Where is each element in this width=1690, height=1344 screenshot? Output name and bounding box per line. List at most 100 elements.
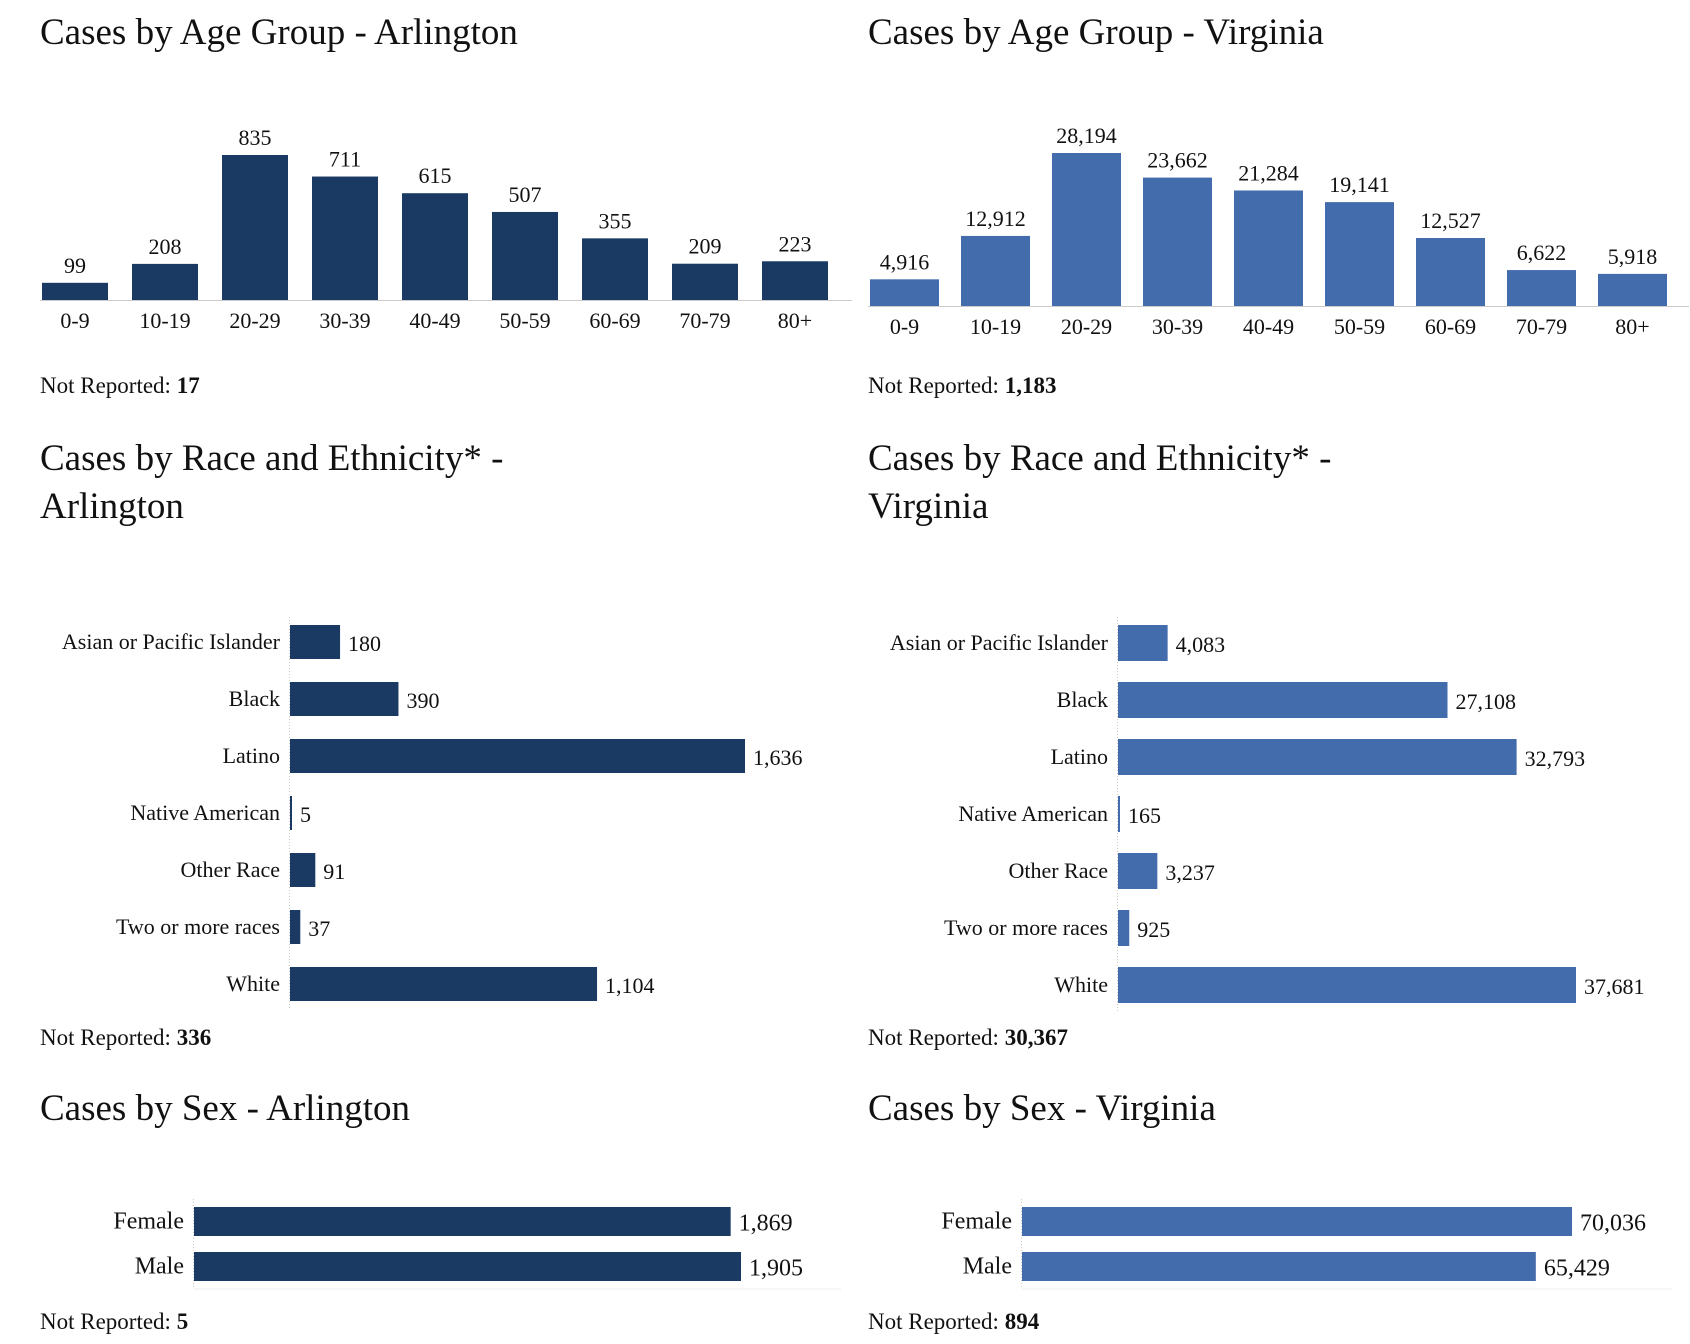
tick-label: 80+ [1615,314,1649,339]
bar-two-or-more-races [290,910,301,944]
tick-label: 40-49 [409,308,460,333]
not-reported-value: 894 [1004,1309,1040,1334]
age-virginia-title: Cases by Age Group - Virginia [868,12,1324,53]
bar-asian-or-pacific-islander [290,625,341,659]
category-label: Male [135,1254,184,1280]
category-label: White [1054,972,1108,997]
data-label: 37,681 [1584,974,1645,999]
category-label: Two or more races [116,914,280,939]
bar-20-29 [1052,153,1121,306]
bar-other-race [290,853,316,887]
not-reported-value: 1,183 [1004,373,1057,398]
bar-latino [1118,739,1517,775]
category-label: Asian or Pacific Islander [890,630,1109,655]
tick-label: 70-79 [1516,314,1567,339]
data-label: 180 [348,631,381,656]
tick-label: 0-9 [890,314,919,339]
bar-white [1118,967,1576,1003]
tick-label: 80+ [778,308,812,333]
data-label: 223 [779,231,812,256]
sex-virginia-not-reported: Not Reported: 894 [868,1308,1039,1336]
data-label: 37 [308,916,330,941]
data-label: 209 [689,234,722,259]
bar-10-19 [132,263,198,300]
sex-arlington-panel: Cases by Sex - Arlington Female 1,869 Male… [40,1085,841,1344]
not-reported-value: 30,367 [1004,1025,1068,1050]
bar-native-american [1118,796,1121,832]
race-arlington-title-line1: Cases by Race and Ethnicity* - [40,438,504,479]
tick-label: 40-49 [1243,314,1294,339]
not-reported-value: 5 [176,1309,189,1334]
age-virginia-chart: 4,916 0-9 12,912 10-19 28,194 20-29 23,662 30-3… [868,123,1689,339]
tick-label: 30-39 [1152,314,1203,339]
data-label: 4,916 [880,249,930,274]
data-label: 507 [509,182,542,207]
bar-20-29 [222,155,288,300]
bar-80+ [1598,273,1667,306]
bar-native-american [290,796,292,830]
bar-40-49 [1234,190,1303,306]
data-label: 1,636 [753,745,803,770]
bar-0-9 [42,282,108,300]
data-label: 1,905 [749,1256,803,1282]
not-reported-label: Not Reported: [40,1025,171,1050]
data-label: 1,104 [605,973,655,998]
bar-male [1022,1252,1536,1281]
bar-black [290,682,399,716]
category-label: Black [1057,687,1108,712]
data-label: 91 [323,859,345,884]
data-label: 355 [599,208,632,233]
data-label: 390 [406,688,439,713]
race-virginia-title-line2: Virginia [868,486,989,527]
category-label: Male [963,1254,1012,1280]
sex-virginia-chart: Female 70,036 Male 65,429 [941,1199,1672,1290]
sex-virginia-panel: Cases by Sex - Virginia Female 70,036 Male… [868,1085,1672,1344]
bar-asian-or-pacific-islander [1118,625,1168,661]
bar-male [194,1252,741,1281]
not-reported-label: Not Reported: [868,1309,999,1334]
bar-30-39 [312,176,378,300]
data-label: 615 [419,163,452,188]
bar-two-or-more-races [1118,910,1130,946]
category-label: Other Race [1008,858,1108,883]
category-label: Two or more races [944,915,1108,940]
not-reported-label: Not Reported: [40,373,171,398]
race-arlington-panel: Cases by Race and Ethnicity* - Arlington… [40,435,840,1065]
data-label: 65,429 [1544,1256,1610,1282]
sex-virginia-title: Cases by Sex - Virginia [868,1088,1216,1129]
bar-white [290,967,598,1001]
data-label: 32,793 [1525,746,1586,771]
data-label: 5,918 [1608,244,1658,269]
tick-label: 10-19 [970,314,1021,339]
category-label: Latino [223,743,280,768]
age-virginia-panel: Cases by Age Group - Virginia 4,916 0-9 12… [868,0,1689,400]
race-virginia-not-reported: Not Reported: 30,367 [868,1024,1068,1052]
tick-label: 70-79 [679,308,730,333]
tick-label: 10-19 [139,308,190,333]
bar-40-49 [402,193,468,300]
data-label: 925 [1137,917,1170,942]
data-label: 70,036 [1580,1211,1646,1237]
bar-80+ [762,261,828,300]
bar-30-39 [1143,177,1212,306]
data-label: 12,527 [1420,208,1481,233]
data-label: 208 [149,234,182,259]
age-arlington-title: Cases by Age Group - Arlington [40,12,518,53]
bar-black [1118,682,1448,718]
bar-60-69 [582,238,648,300]
sex-arlington-not-reported: Not Reported: 5 [40,1308,188,1336]
data-label: 5 [300,802,311,827]
tick-label: 0-9 [60,308,89,333]
sex-arlington-title: Cases by Sex - Arlington [40,1088,410,1129]
bar-50-59 [492,211,558,300]
bar-70-79 [1507,270,1576,306]
tick-label: 20-29 [1061,314,1112,339]
tick-label: 30-39 [319,308,370,333]
tick-label: 20-29 [229,308,280,333]
data-label: 23,662 [1147,148,1208,173]
bar-10-19 [961,235,1030,306]
bar-female [194,1207,731,1236]
not-reported-label: Not Reported: [868,1025,999,1050]
data-label: 19,141 [1329,172,1390,197]
category-label: Female [941,1209,1012,1235]
